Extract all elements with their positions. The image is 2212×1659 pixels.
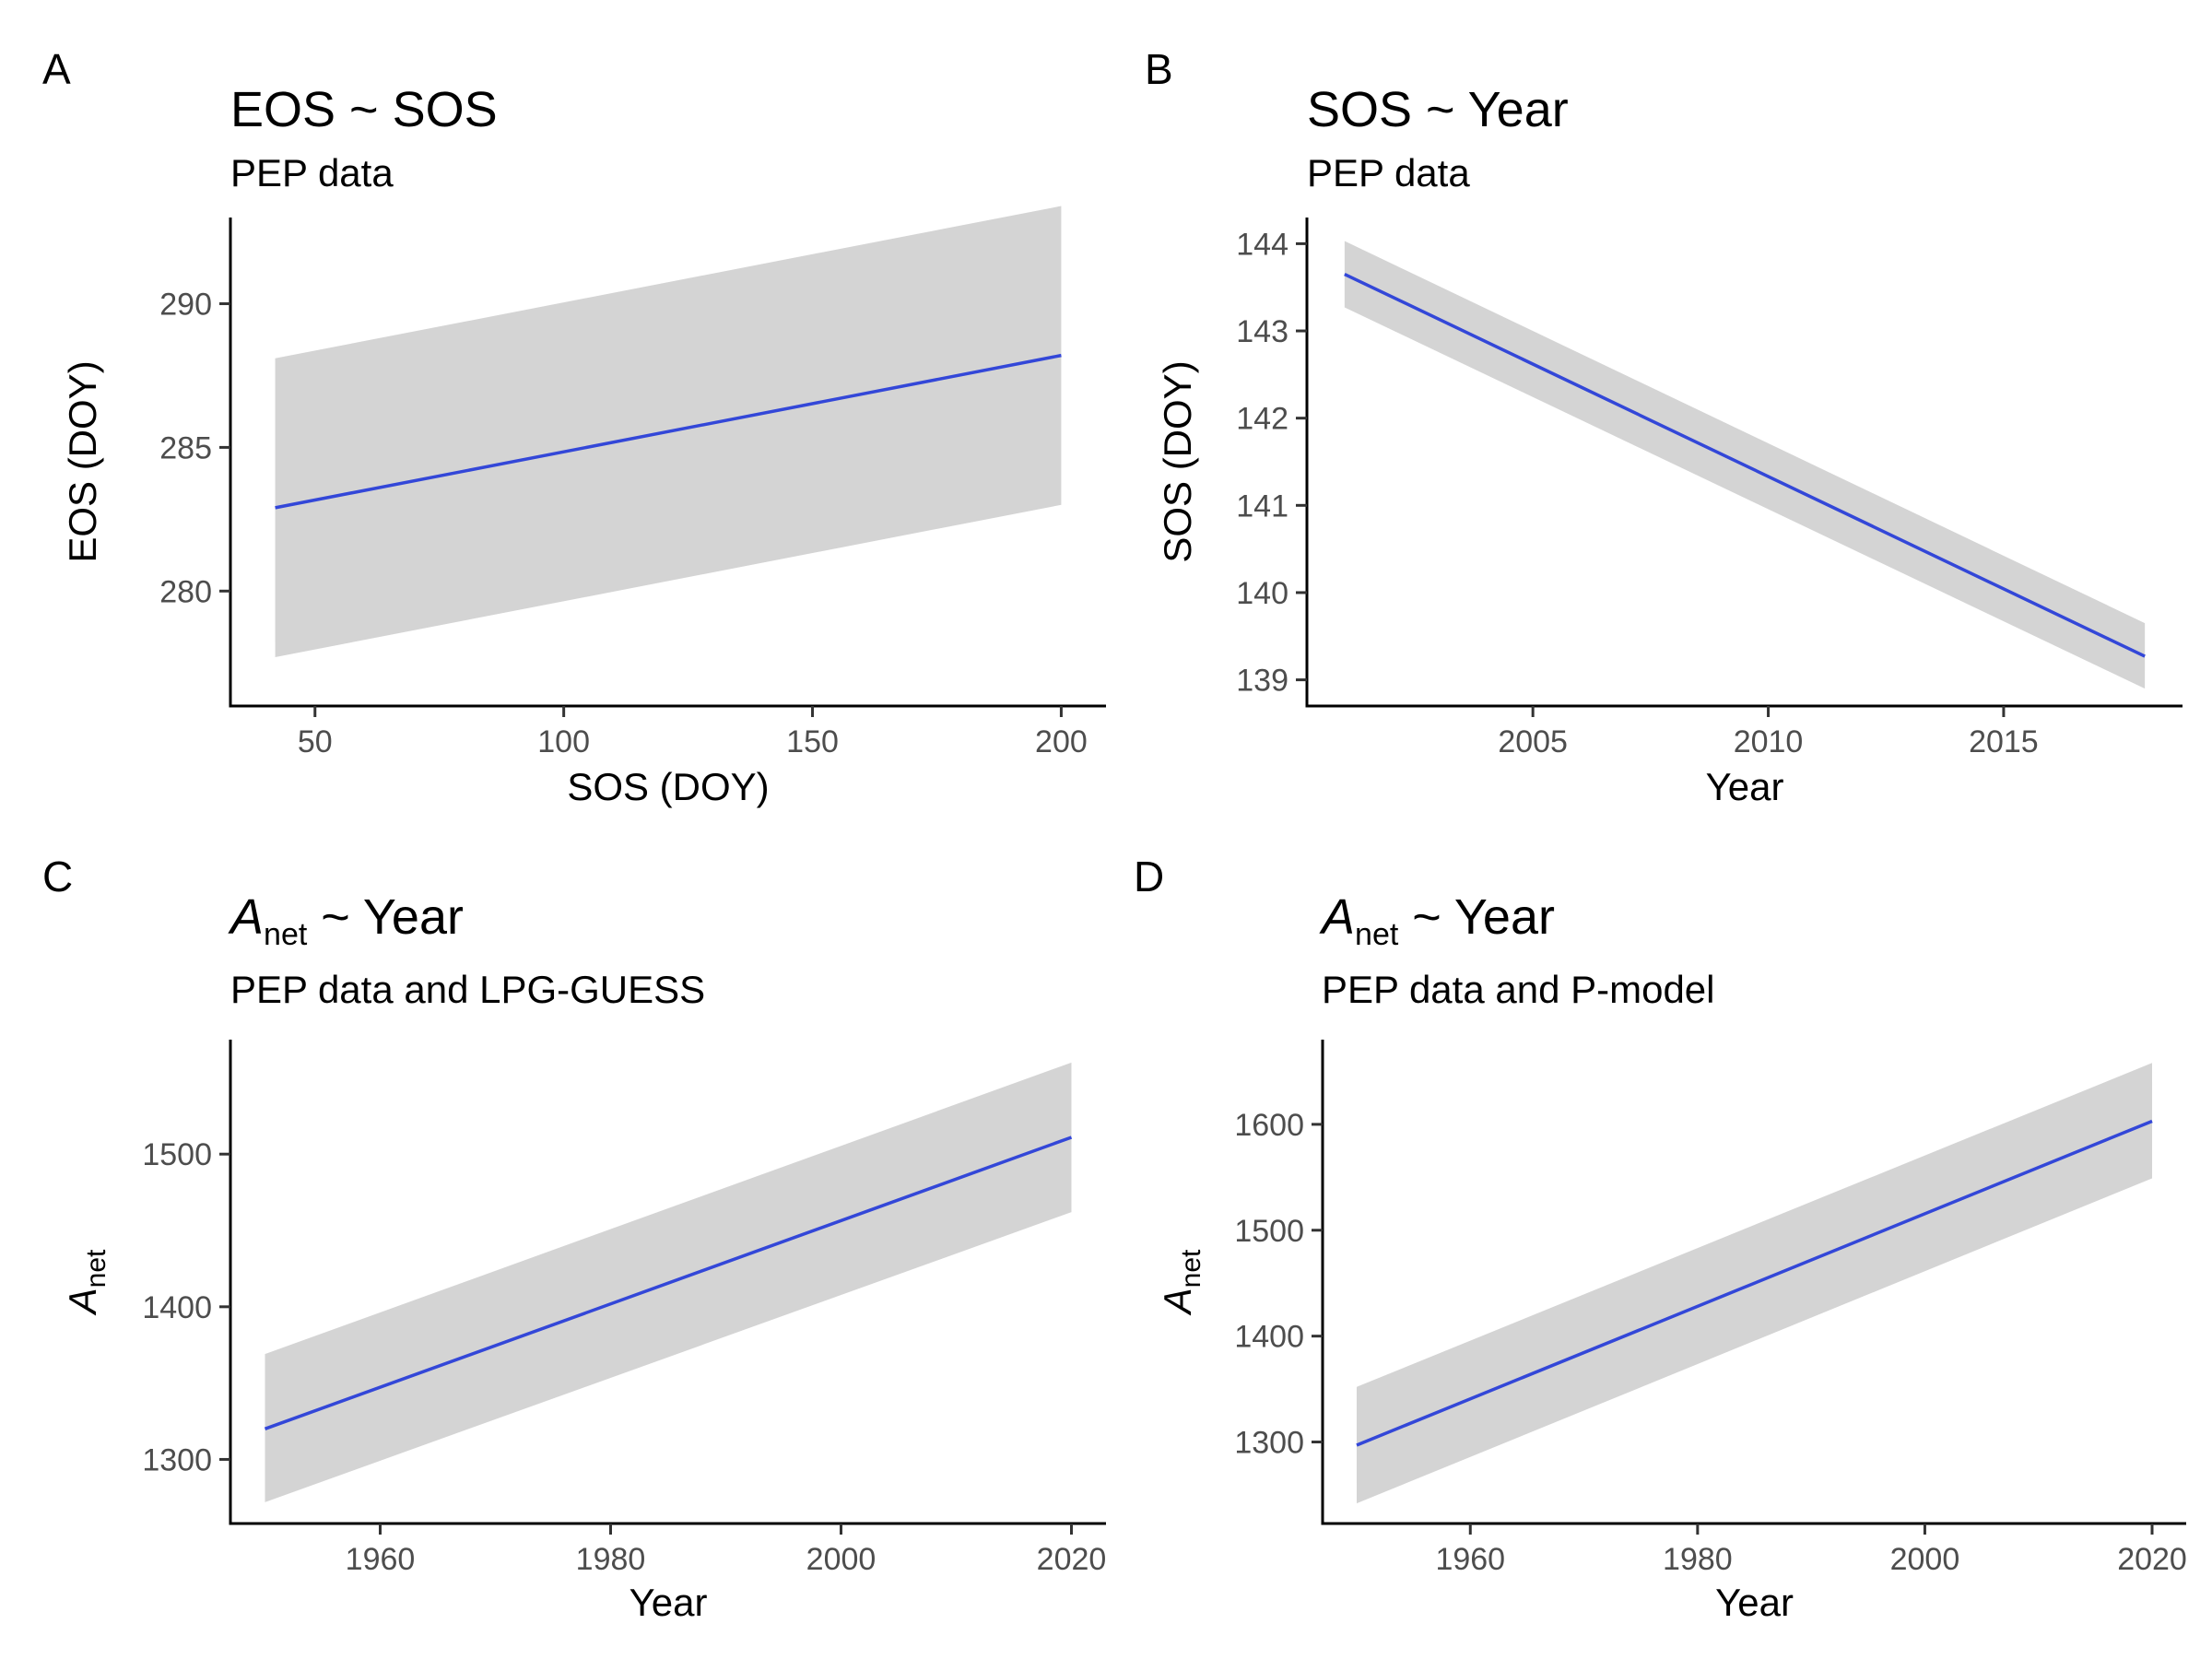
panel-d-plot: 1960 1980 2000 2020 1300 1400 1500 1600 Year Anet	[1156, 1040, 2187, 1624]
panel-b-y-tick-label: 139	[1236, 664, 1288, 699]
panel-d-y-tick-label: 1300	[1234, 1426, 1304, 1461]
panel-b-y-tick-label: 144	[1236, 227, 1288, 262]
panel-d-fit-line	[1356, 1119, 2153, 1447]
panel-c-y-tick-label: 1500	[142, 1137, 212, 1172]
panel-b-x-tick-label: 2010	[1734, 724, 1804, 759]
panel-b-fit-line	[1344, 272, 2146, 658]
panel-d-x-tick-label: 1980	[1663, 1542, 1733, 1577]
panel-c-y-tick-label: 1400	[142, 1290, 212, 1325]
panel-c-subtitle: PEP data and LPG-GUESS	[230, 968, 706, 1011]
panel-c-x-tick-label: 2020	[1037, 1542, 1107, 1577]
panel-d-x-tick-label: 1960	[1435, 1542, 1505, 1577]
panel-b-plot: 2005 2010 2015 139 140 141 142 143 144 Year SOS (D…	[1156, 218, 2183, 808]
panel-b-y-tick-label: 143	[1236, 314, 1288, 349]
panel-b-subtitle: PEP data	[1307, 151, 1470, 194]
panel-d-y-axis-label-symbol: A	[1156, 1288, 1199, 1316]
panel-c-fit-line	[264, 1135, 1073, 1430]
panel-a-x-tick-label: 100	[537, 724, 590, 759]
panel-d-y-tick-label: 1400	[1234, 1320, 1304, 1355]
panel-b-title: SOS ~ Year	[1307, 82, 1569, 137]
panel-c-title-symbol: A	[230, 889, 265, 945]
panel-d-x-tick-label: 2000	[1890, 1542, 1960, 1577]
panel-a-y-tick-label: 285	[159, 430, 212, 465]
panel-d-title-rest: ~ Year	[1398, 889, 1555, 945]
panel-a-y-tick-label: 290	[159, 288, 212, 323]
panel-b-y-axis-label: SOS (DOY)	[1156, 360, 1199, 562]
panel-d-x-tick-label: 2020	[2117, 1542, 2187, 1577]
panel-d-tag: D	[1134, 853, 1165, 900]
panel-d-x-axis-label: Year	[1715, 1581, 1794, 1624]
panel-a-x-tick-label: 50	[298, 724, 333, 759]
panel-a-y-axis-label: EOS (DOY)	[61, 360, 104, 562]
panel-c-x-tick-label: 1960	[346, 1542, 416, 1577]
panel-d-y-axis-label-subscript: net	[1176, 1249, 1206, 1288]
panel-b-x-tick-label: 2015	[1969, 724, 2039, 759]
panel-a-y-tick-label: 280	[159, 574, 212, 609]
panel-a-plot: 50 100 150 200 280 285 290 SOS (DOY) EOS (DOY)	[61, 206, 1106, 808]
panel-d-y-tick-label: 1600	[1234, 1108, 1304, 1143]
panel-c-x-axis-label: Year	[629, 1581, 708, 1624]
panel-b-x-axis-label: Year	[1706, 765, 1784, 808]
panel-c-y-axis-label-symbol: A	[61, 1288, 104, 1316]
panel-b-tag: B	[1145, 45, 1173, 93]
panel-d-subtitle: PEP data and P-model	[1322, 968, 1715, 1011]
panel-a-x-tick-label: 200	[1035, 724, 1088, 759]
panel-d-title-subscript: net	[1355, 916, 1399, 952]
panel-c-x-tick-label: 1980	[576, 1542, 646, 1577]
panel-c-title: Anet ~ Year	[230, 888, 464, 953]
panel-a-title: EOS ~ SOS	[230, 82, 498, 137]
panel-a-x-tick-label: 150	[786, 724, 839, 759]
panel-b-y-tick-label: 142	[1236, 402, 1288, 437]
panel-b-y-tick-label: 141	[1236, 488, 1288, 524]
panel-d-y-tick-label: 1500	[1234, 1214, 1304, 1249]
panel-c-y-axis-label-subscript: net	[81, 1249, 112, 1288]
panel-c-x-tick-label: 2000	[806, 1542, 877, 1577]
panel-d-y-axis-label: Anet	[1156, 1249, 1206, 1316]
panel-d-title-symbol: A	[1322, 889, 1356, 945]
panel-c-y-tick-label: 1300	[142, 1442, 212, 1477]
panel-a-tag: A	[42, 45, 71, 93]
panel-a-x-axis-label: SOS (DOY)	[567, 765, 769, 808]
panel-b-x-tick-label: 2005	[1498, 724, 1568, 759]
panel-c-y-axis-label: Anet	[61, 1249, 112, 1316]
panel-b-y-tick-label: 140	[1236, 576, 1288, 611]
panel-c-title-subscript: net	[264, 916, 308, 952]
panel-a-subtitle: PEP data	[230, 151, 394, 194]
panel-c-title-rest: ~ Year	[307, 889, 464, 945]
panel-a-fit-line	[275, 353, 1062, 510]
panel-c-tag: C	[42, 853, 74, 900]
panel-d-title: Anet ~ Year	[1322, 888, 1555, 953]
panel-c-plot: 1960 1980 2000 2020 1300 1400 1500 Year Anet	[61, 1040, 1107, 1624]
